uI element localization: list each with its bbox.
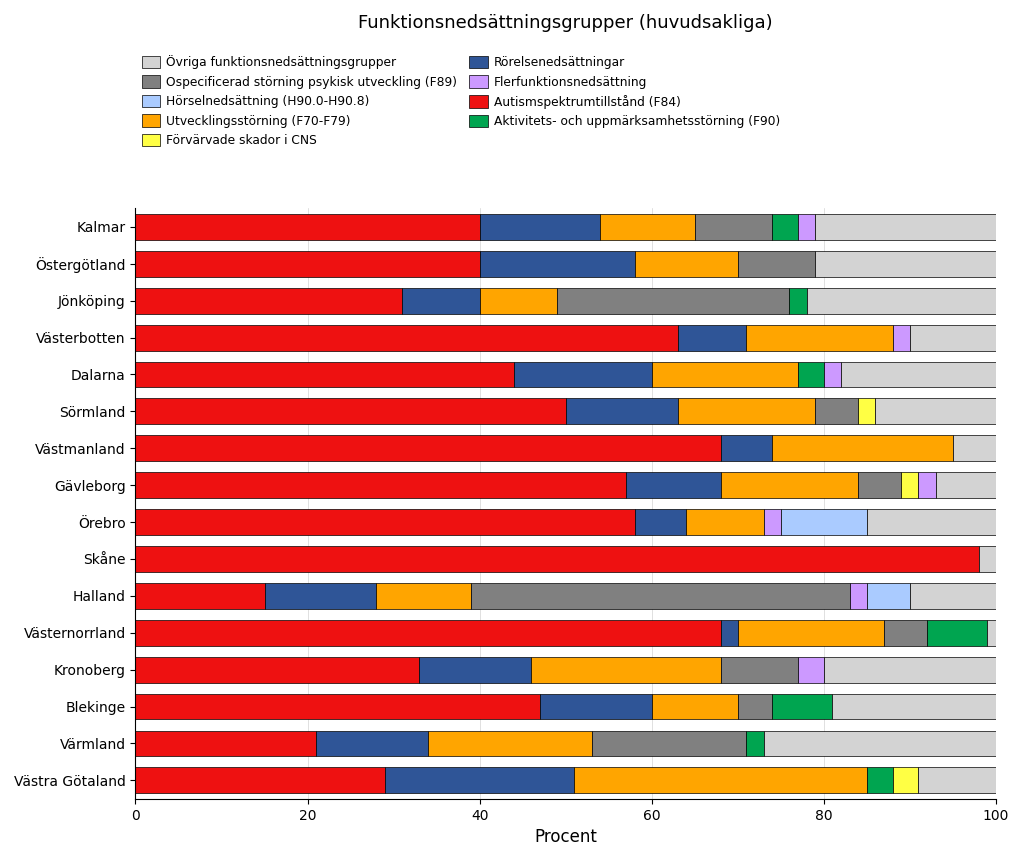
Bar	[531, 657, 720, 683]
Bar	[135, 730, 316, 757]
Bar	[135, 694, 540, 720]
Bar	[480, 214, 601, 240]
Bar	[850, 583, 866, 609]
Bar	[772, 435, 952, 461]
Bar	[720, 657, 798, 683]
Bar	[884, 620, 927, 646]
Bar	[626, 472, 720, 498]
Bar	[135, 509, 634, 535]
Bar	[471, 583, 850, 609]
Bar	[135, 472, 626, 498]
Bar	[720, 472, 858, 498]
Bar	[815, 251, 996, 277]
Bar	[772, 694, 833, 720]
Bar	[265, 583, 376, 609]
Bar	[540, 694, 652, 720]
Bar	[135, 435, 720, 461]
Bar	[893, 325, 909, 351]
Bar	[135, 620, 720, 646]
Bar	[806, 288, 996, 314]
Bar	[866, 583, 909, 609]
Bar	[135, 251, 480, 277]
Bar	[876, 398, 996, 424]
Bar	[695, 214, 772, 240]
Bar	[515, 361, 652, 387]
Bar	[815, 214, 996, 240]
Bar	[135, 214, 480, 240]
Bar	[798, 657, 824, 683]
Bar	[419, 657, 531, 683]
Bar	[634, 509, 686, 535]
Bar	[866, 509, 996, 535]
Bar	[893, 767, 919, 793]
Bar	[385, 767, 574, 793]
Bar	[135, 546, 979, 572]
Bar	[952, 435, 996, 461]
Bar	[763, 509, 781, 535]
Bar	[652, 361, 798, 387]
Bar	[376, 583, 471, 609]
Bar	[798, 361, 824, 387]
Bar	[135, 288, 402, 314]
Bar	[652, 694, 738, 720]
Bar	[601, 214, 695, 240]
Title: Funktionsnedsättningsgrupper (huvudsakliga): Funktionsnedsättningsgrupper (huvudsakli…	[358, 14, 773, 32]
Bar	[866, 767, 893, 793]
Bar	[720, 435, 772, 461]
Bar	[135, 583, 265, 609]
Bar	[936, 472, 996, 498]
Bar	[677, 398, 815, 424]
Bar	[747, 325, 893, 351]
Bar	[566, 398, 677, 424]
Bar	[591, 730, 747, 757]
Bar	[135, 325, 677, 351]
Bar	[135, 361, 515, 387]
Bar	[901, 472, 919, 498]
Bar	[824, 657, 996, 683]
Bar	[909, 325, 996, 351]
Bar	[634, 251, 738, 277]
Bar	[738, 694, 772, 720]
Bar	[833, 694, 996, 720]
Legend: Övriga funktionsnedsättningsgrupper, Ospecificerad störning psykisk utveckling (: Övriga funktionsnedsättningsgrupper, Osp…	[141, 55, 780, 147]
Bar	[316, 730, 428, 757]
Bar	[686, 509, 763, 535]
Bar	[558, 288, 790, 314]
Bar	[738, 620, 884, 646]
Bar	[841, 361, 996, 387]
Bar	[824, 361, 841, 387]
Bar	[987, 620, 996, 646]
Bar	[927, 620, 987, 646]
Bar	[135, 657, 419, 683]
Bar	[480, 288, 558, 314]
Bar	[677, 325, 747, 351]
Bar	[798, 214, 815, 240]
Bar	[135, 398, 566, 424]
Bar	[135, 767, 385, 793]
Bar	[763, 730, 996, 757]
Bar	[815, 398, 858, 424]
Bar	[428, 730, 591, 757]
Bar	[858, 398, 876, 424]
Bar	[480, 251, 634, 277]
Bar	[574, 767, 866, 793]
Bar	[781, 509, 866, 535]
Bar	[747, 730, 763, 757]
Bar	[858, 472, 901, 498]
Bar	[790, 288, 806, 314]
Bar	[772, 214, 798, 240]
Bar	[919, 472, 936, 498]
Bar	[720, 620, 738, 646]
Bar	[909, 583, 996, 609]
Bar	[738, 251, 815, 277]
Bar	[919, 767, 996, 793]
X-axis label: Procent: Procent	[534, 828, 597, 846]
Bar	[402, 288, 480, 314]
Bar	[979, 546, 996, 572]
